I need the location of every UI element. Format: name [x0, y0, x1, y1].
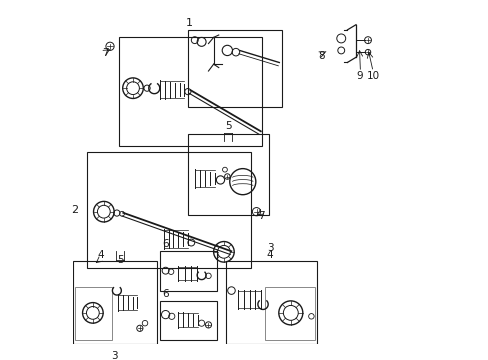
Text: 7: 7 [257, 211, 264, 221]
Bar [73, 261, 157, 344]
Bar [75, 287, 112, 340]
Bar [86, 152, 251, 268]
Bar [264, 287, 314, 340]
Bar [187, 30, 282, 107]
Text: 2: 2 [71, 205, 78, 215]
Text: 5: 5 [117, 255, 123, 265]
Text: 6: 6 [162, 239, 168, 249]
Bar [160, 301, 217, 340]
Text: 10: 10 [366, 71, 379, 81]
Text: 4: 4 [97, 250, 103, 260]
Text: 8: 8 [317, 51, 324, 60]
Text: 3: 3 [266, 243, 273, 253]
Bar [225, 261, 316, 344]
Bar [187, 135, 268, 215]
Text: 3: 3 [111, 351, 117, 360]
Bar [119, 37, 261, 147]
Text: 6: 6 [162, 289, 168, 299]
Text: 1: 1 [186, 18, 193, 28]
Text: 5: 5 [224, 121, 231, 131]
Bar [160, 251, 217, 291]
Text: 9: 9 [355, 71, 362, 81]
Text: 4: 4 [266, 250, 273, 260]
Text: 7: 7 [102, 48, 109, 58]
